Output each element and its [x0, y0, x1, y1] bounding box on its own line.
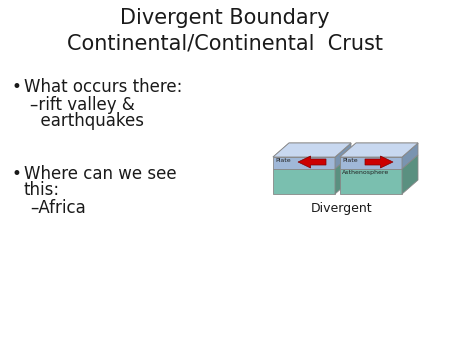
Polygon shape: [340, 169, 402, 194]
Polygon shape: [335, 155, 351, 194]
Text: –Africa: –Africa: [30, 199, 86, 217]
Polygon shape: [273, 157, 335, 169]
Polygon shape: [402, 143, 418, 157]
Polygon shape: [335, 143, 351, 157]
Text: What occurs there:: What occurs there:: [24, 78, 182, 96]
Polygon shape: [273, 143, 351, 157]
Text: •: •: [12, 165, 22, 183]
Text: earthquakes: earthquakes: [30, 112, 144, 130]
Text: Asthenosphere: Asthenosphere: [342, 170, 389, 175]
Polygon shape: [402, 143, 418, 169]
Polygon shape: [365, 156, 393, 168]
Text: Plate: Plate: [342, 158, 358, 163]
Polygon shape: [340, 143, 418, 157]
Text: –rift valley &: –rift valley &: [30, 96, 135, 114]
Text: Where can we see: Where can we see: [24, 165, 176, 183]
Text: this:: this:: [24, 181, 60, 199]
Polygon shape: [335, 143, 351, 169]
Polygon shape: [273, 143, 351, 157]
Polygon shape: [340, 143, 418, 157]
Text: Divergent: Divergent: [310, 202, 372, 215]
Text: Plate: Plate: [275, 158, 291, 163]
Polygon shape: [273, 169, 335, 194]
Text: •: •: [12, 78, 22, 96]
Polygon shape: [402, 155, 418, 194]
Polygon shape: [340, 157, 402, 169]
Polygon shape: [298, 156, 326, 168]
Text: Divergent Boundary
Continental/Continental  Crust: Divergent Boundary Continental/Continent…: [67, 8, 383, 54]
